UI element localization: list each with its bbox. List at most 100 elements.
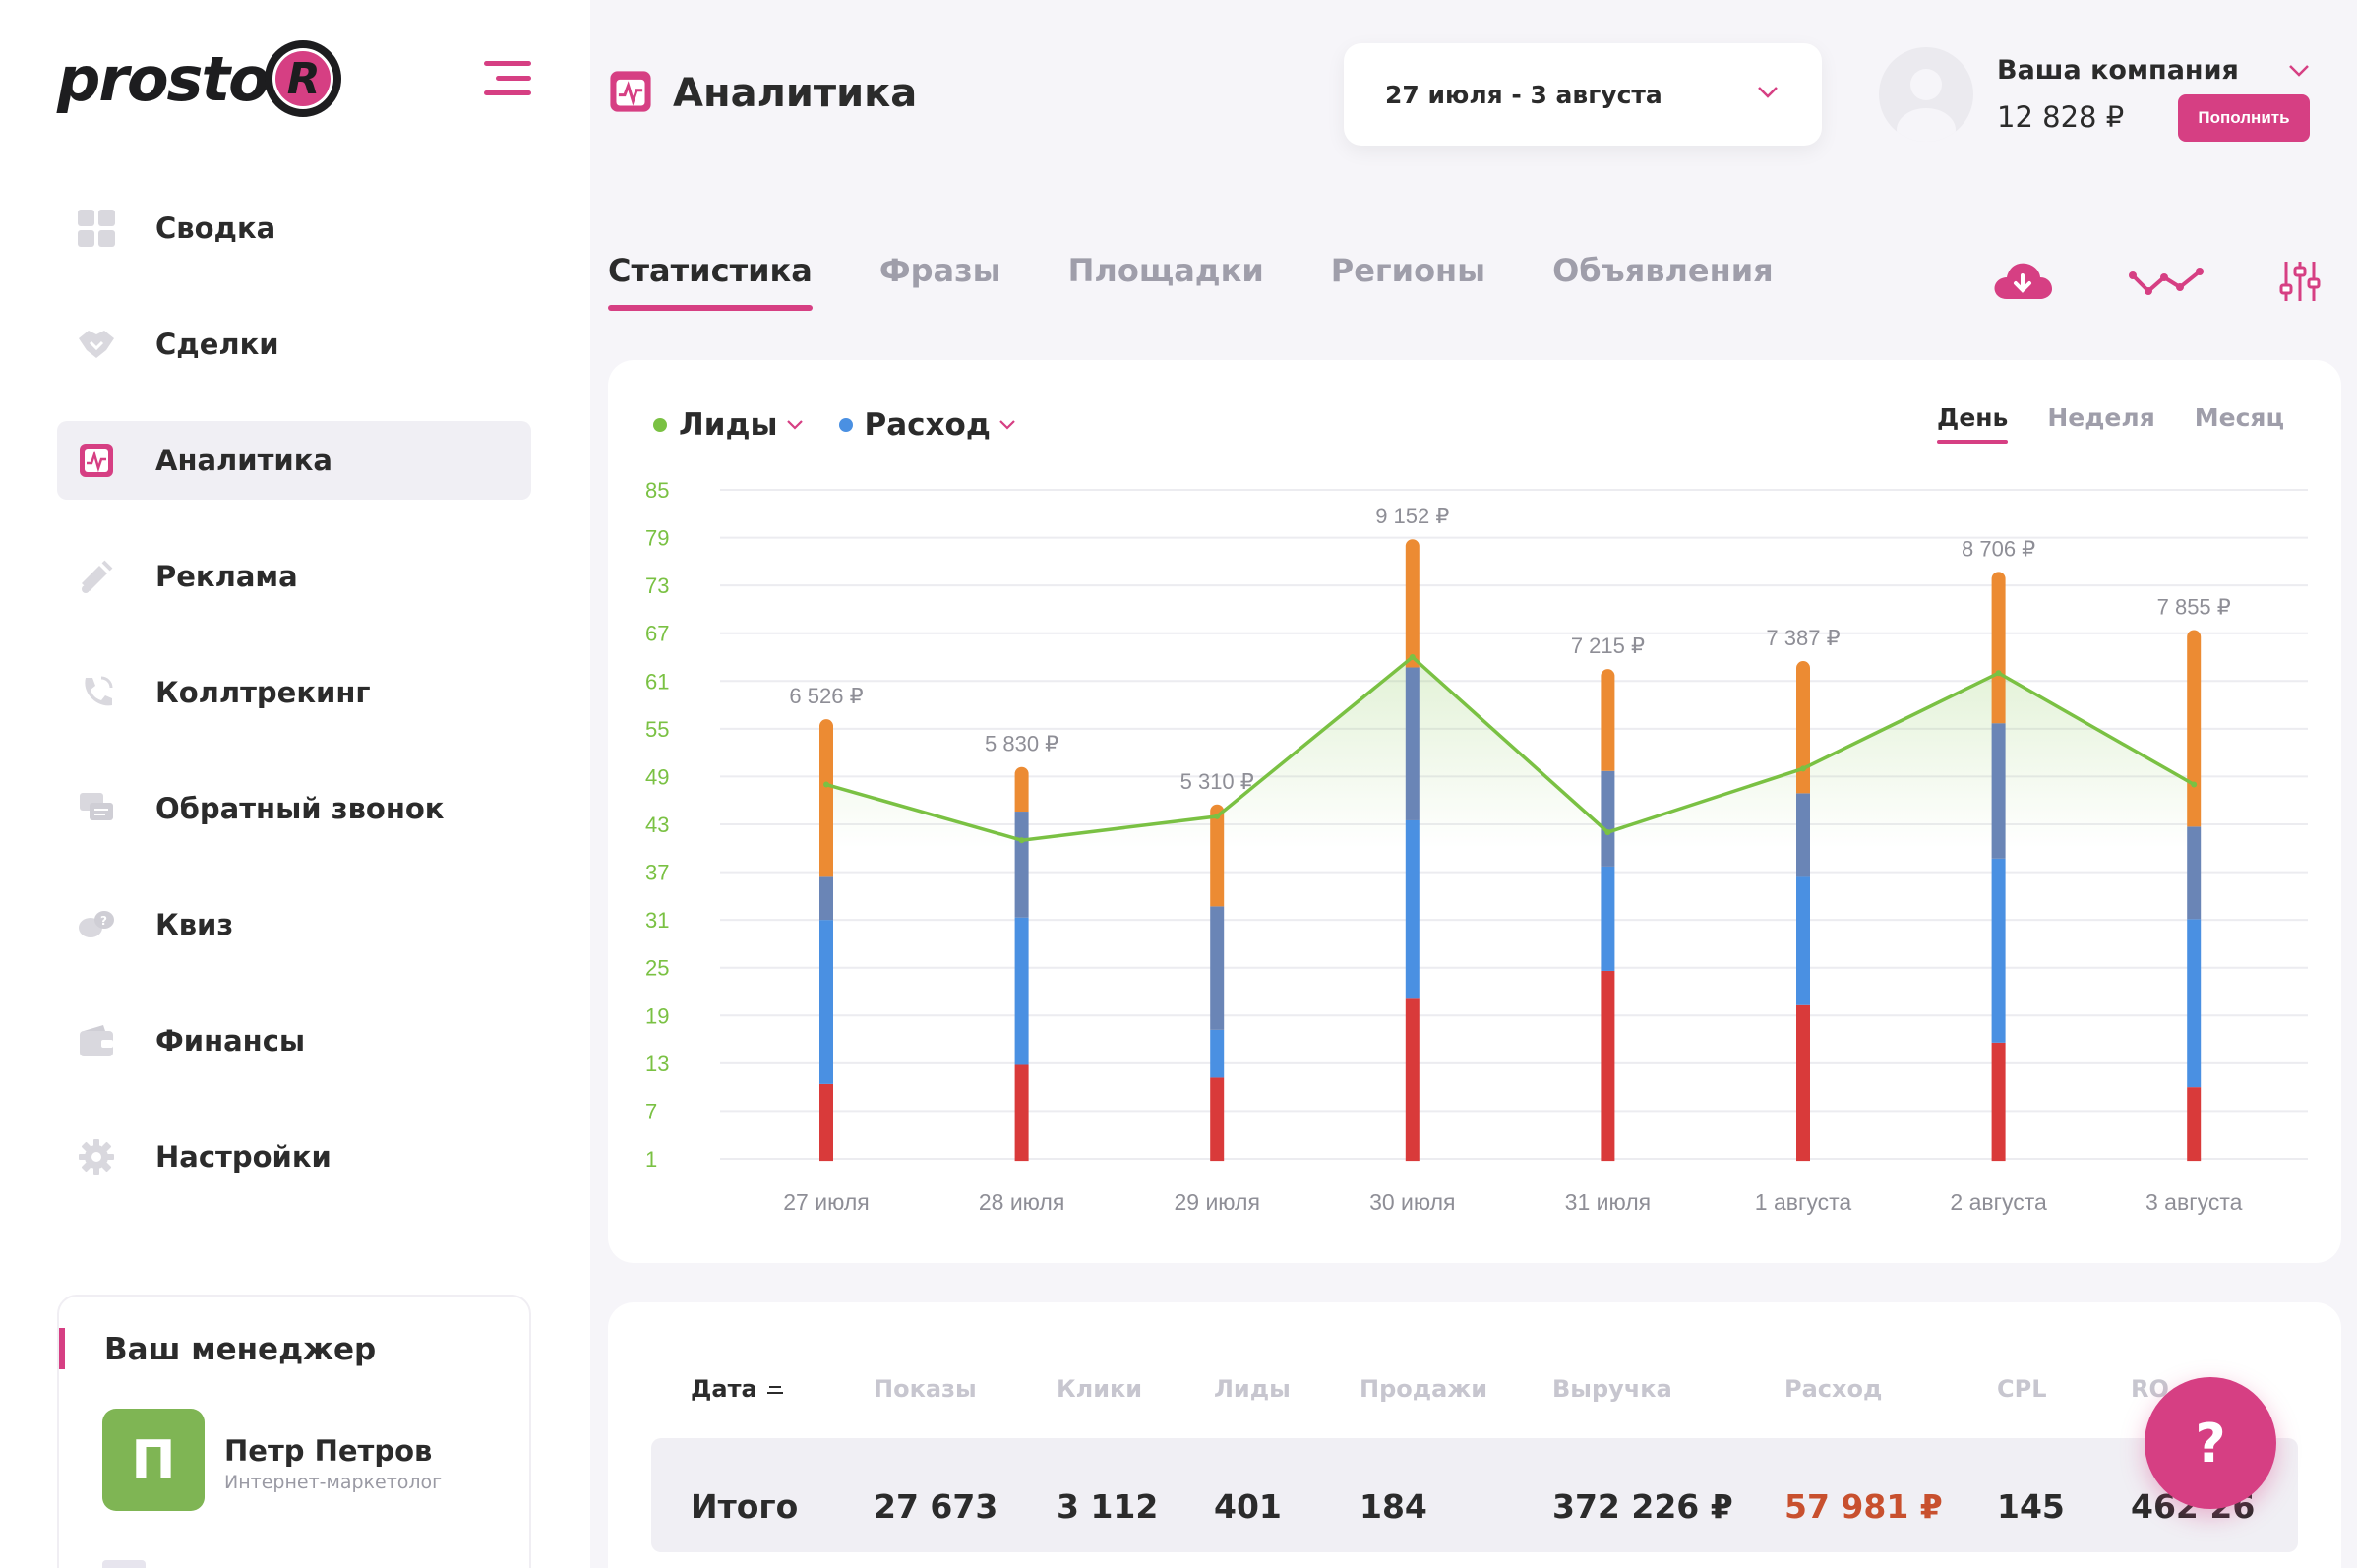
- handshake-icon: [77, 325, 116, 364]
- y-tick-label: 73: [645, 573, 669, 598]
- y-tick-label: 7: [645, 1099, 657, 1123]
- column-header-spend[interactable]: Расход: [1784, 1375, 1883, 1403]
- cell-label: Итого: [691, 1487, 799, 1526]
- page-title-text: Аналитика: [673, 71, 918, 116]
- chart-line-icon[interactable]: [2129, 258, 2204, 309]
- column-header-leads[interactable]: Лиды: [1214, 1375, 1291, 1403]
- x-tick-label: 2 августа: [1950, 1189, 2047, 1215]
- column-header-clicks[interactable]: Клики: [1057, 1375, 1143, 1403]
- legend-dot: [653, 418, 667, 432]
- manager-avatar: П: [102, 1409, 205, 1511]
- sort-icon: [765, 1375, 785, 1403]
- bar-value-label: 5 310 ₽: [1180, 769, 1254, 794]
- legend-item-leads[interactable]: Лиды: [653, 407, 804, 443]
- x-tick-label: 30 июля: [1369, 1189, 1455, 1215]
- phone-icon: [77, 673, 116, 712]
- manager-contact-icon[interactable]: [102, 1560, 146, 1568]
- line-point: [1018, 837, 1025, 844]
- y-tick-label: 13: [645, 1052, 669, 1076]
- bar-segment: [1210, 1029, 1225, 1078]
- line-point: [823, 781, 829, 788]
- cell-revenue: 372 226 ₽: [1552, 1487, 1733, 1526]
- company-name[interactable]: Ваша компания: [1997, 55, 2239, 86]
- cell-impressions: 27 673: [874, 1487, 998, 1526]
- bar-segment: [1210, 804, 1225, 907]
- wallet-icon: [77, 1021, 116, 1060]
- sidebar-item-finance[interactable]: Финансы: [57, 1001, 531, 1080]
- y-tick-label: 43: [645, 813, 669, 837]
- user-avatar[interactable]: [1879, 47, 1973, 142]
- line-area: [826, 657, 2195, 849]
- sidebar-item-settings[interactable]: Настройки: [57, 1117, 531, 1196]
- topup-button[interactable]: Пополнить: [2178, 94, 2310, 142]
- bar-segment: [819, 876, 833, 921]
- megaphone-icon: [77, 557, 116, 596]
- cell-spend: 57 981 ₽: [1784, 1487, 1943, 1526]
- filter-sliders-icon[interactable]: [2278, 258, 2322, 309]
- bar-value-label: 5 830 ₽: [985, 732, 1058, 756]
- line-point: [1214, 813, 1221, 819]
- column-header-date[interactable]: Дата: [691, 1375, 785, 1403]
- line-point: [2191, 781, 2198, 788]
- bar-segment: [1014, 766, 1029, 813]
- y-tick-label: 67: [645, 622, 669, 646]
- sidebar-item-ads[interactable]: Реклама: [57, 537, 531, 616]
- tab-phrases[interactable]: Фразы: [878, 252, 1001, 289]
- y-tick-label: 79: [645, 526, 669, 551]
- manager-card: Ваш менеджер П Петр Петров Интернет-марк…: [57, 1295, 531, 1568]
- sidebar-item-quiz[interactable]: ? Квиз: [57, 885, 531, 964]
- chart-card: Лиды Расход День Неделя Месяц 85 79 73 67 61…: [608, 360, 2341, 1263]
- tab-platforms[interactable]: Площадки: [1067, 252, 1264, 289]
- menu-icon[interactable]: [484, 61, 531, 96]
- cell-cpl: 145: [1997, 1487, 2065, 1526]
- bar-segment: [1796, 793, 1810, 877]
- sidebar-item-deals[interactable]: Сделки: [57, 305, 531, 384]
- y-tick-label: 85: [645, 478, 669, 503]
- analytics-icon: [608, 69, 653, 118]
- sidebar-item-label: Аналитика: [155, 444, 332, 477]
- bar-segment: [819, 719, 833, 877]
- chevron-down-icon[interactable]: [2288, 63, 2310, 82]
- x-tick-label: 1 августа: [1755, 1189, 1852, 1215]
- period-day[interactable]: День: [1937, 403, 2009, 444]
- cloud-download-icon[interactable]: [1991, 258, 2054, 309]
- bar-value-label: 6 526 ₽: [789, 684, 863, 708]
- y-tick-label: 37: [645, 861, 669, 885]
- date-range-select[interactable]: 27 июля - 3 августа: [1344, 43, 1822, 146]
- bar-segment: [1601, 669, 1615, 771]
- cell-leads: 401: [1214, 1487, 1282, 1526]
- sidebar-item-summary[interactable]: Сводка: [57, 189, 531, 268]
- column-header-sales[interactable]: Продажи: [1360, 1375, 1488, 1403]
- legend-item-spend[interactable]: Расход: [838, 407, 1016, 443]
- sidebar-item-label: Настройки: [155, 1140, 332, 1174]
- logo-ring: R: [264, 40, 341, 117]
- column-header-impressions[interactable]: Показы: [874, 1375, 977, 1403]
- bar-segment: [1014, 812, 1029, 918]
- tab-regions[interactable]: Регионы: [1330, 252, 1486, 289]
- period-week[interactable]: Неделя: [2047, 403, 2155, 432]
- bar-segment: [1210, 906, 1225, 1030]
- help-button[interactable]: ?: [2145, 1377, 2276, 1509]
- bar-segment: [1210, 1077, 1225, 1162]
- bar-value-label: 7 387 ₽: [1766, 626, 1840, 650]
- sidebar-item-analytics[interactable]: Аналитика: [57, 421, 531, 500]
- bar-segment: [1405, 667, 1420, 820]
- grid-icon: [77, 209, 116, 248]
- bar-segment: [1991, 572, 2006, 724]
- y-tick-label: 1: [645, 1147, 657, 1172]
- sidebar-item-label: Сводка: [155, 211, 276, 245]
- bar-segment: [1405, 539, 1420, 668]
- sidebar-item-callback[interactable]: Обратный звонок: [57, 769, 531, 848]
- cell-sales: 184: [1360, 1487, 1427, 1526]
- period-month[interactable]: Месяц: [2194, 403, 2284, 432]
- bar-segment: [1991, 723, 2006, 859]
- legend-label: Лиды: [679, 407, 778, 443]
- sidebar-item-calltracking[interactable]: Коллтрекинг: [57, 653, 531, 732]
- sidebar-item-label: Финансы: [155, 1024, 306, 1057]
- logo[interactable]: prosto R: [57, 39, 341, 118]
- tab-statistics[interactable]: Статистика: [608, 252, 813, 311]
- column-header-cpl[interactable]: CPL: [1997, 1375, 2047, 1403]
- tab-ads[interactable]: Объявления: [1552, 252, 1774, 289]
- column-header-revenue[interactable]: Выручка: [1552, 1375, 1672, 1403]
- line-point: [1409, 654, 1416, 660]
